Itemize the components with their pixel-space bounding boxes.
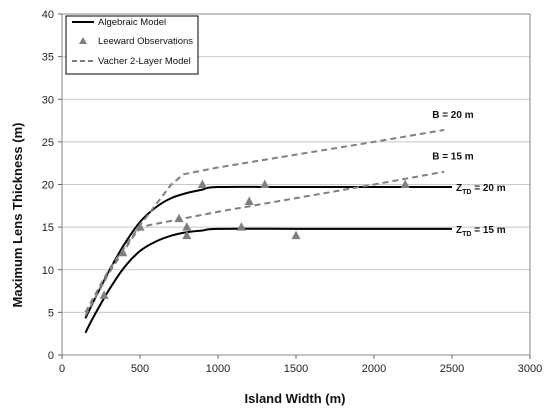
y-tick-label: 40	[42, 9, 54, 21]
observation-point	[174, 213, 184, 223]
legend-label-observations: Leeward Observations	[98, 36, 193, 47]
x-axis-ticks: 0 500 1000 1500 2000 2500 3000	[59, 355, 542, 375]
x-tick-label: 0	[59, 363, 65, 375]
legend-label-vacher: Vacher 2-Layer Model	[98, 56, 191, 67]
y-tick-label: 20	[42, 180, 54, 192]
legend-swatch-observations	[79, 37, 87, 44]
observation-point	[99, 290, 109, 299]
observation-point	[244, 196, 254, 206]
curve-annotations: ZTD = 20 m ZTD = 15 m B = 20 m B = 15 m	[432, 110, 506, 238]
observation-point	[118, 247, 128, 257]
y-axis-ticks: 0 5 10 15 20 25 30 35 40	[42, 9, 62, 362]
legend-label-algebraic: Algebraic Model	[98, 17, 166, 28]
legend-box	[65, 15, 199, 75]
series-line-1	[84, 227, 452, 334]
y-tick-label: 5	[48, 307, 54, 319]
observation-point	[182, 222, 192, 231]
curve-annotation: B = 20 m	[432, 110, 474, 121]
observation-point	[260, 179, 270, 188]
y-tick-label: 25	[42, 137, 54, 149]
observation-point	[182, 230, 192, 240]
x-axis-title: Island Width (m)	[245, 391, 346, 406]
series-line-2	[84, 128, 445, 313]
x-tick-label: 3000	[518, 363, 542, 375]
y-tick-label: 10	[42, 265, 54, 277]
y-tick-label: 35	[42, 52, 54, 64]
x-tick-label: 1500	[284, 363, 308, 375]
curve-annotation: B = 15 m	[432, 152, 474, 163]
y-axis-title: Maximum Lens Thickness (m)	[10, 123, 25, 308]
observation-point	[291, 230, 301, 240]
observation-point	[197, 179, 207, 188]
x-tick-label: 1000	[206, 363, 230, 375]
series-lines	[84, 128, 452, 334]
observation-markers	[99, 179, 410, 299]
x-tick-label: 500	[131, 363, 149, 375]
curve-annotation: ZTD = 20 m	[456, 183, 506, 196]
x-tick-label: 2000	[362, 363, 386, 375]
observation-point	[135, 222, 145, 231]
observation-point	[236, 222, 246, 231]
legend: Algebraic Model Leeward Observations Vac…	[65, 15, 199, 75]
y-tick-label: 0	[48, 350, 54, 362]
curve-annotation: ZTD = 15 m	[456, 225, 506, 238]
x-tick-label: 2500	[440, 363, 464, 375]
y-tick-label: 30	[42, 94, 54, 106]
y-tick-label: 15	[42, 222, 54, 234]
observation-point	[400, 179, 410, 188]
